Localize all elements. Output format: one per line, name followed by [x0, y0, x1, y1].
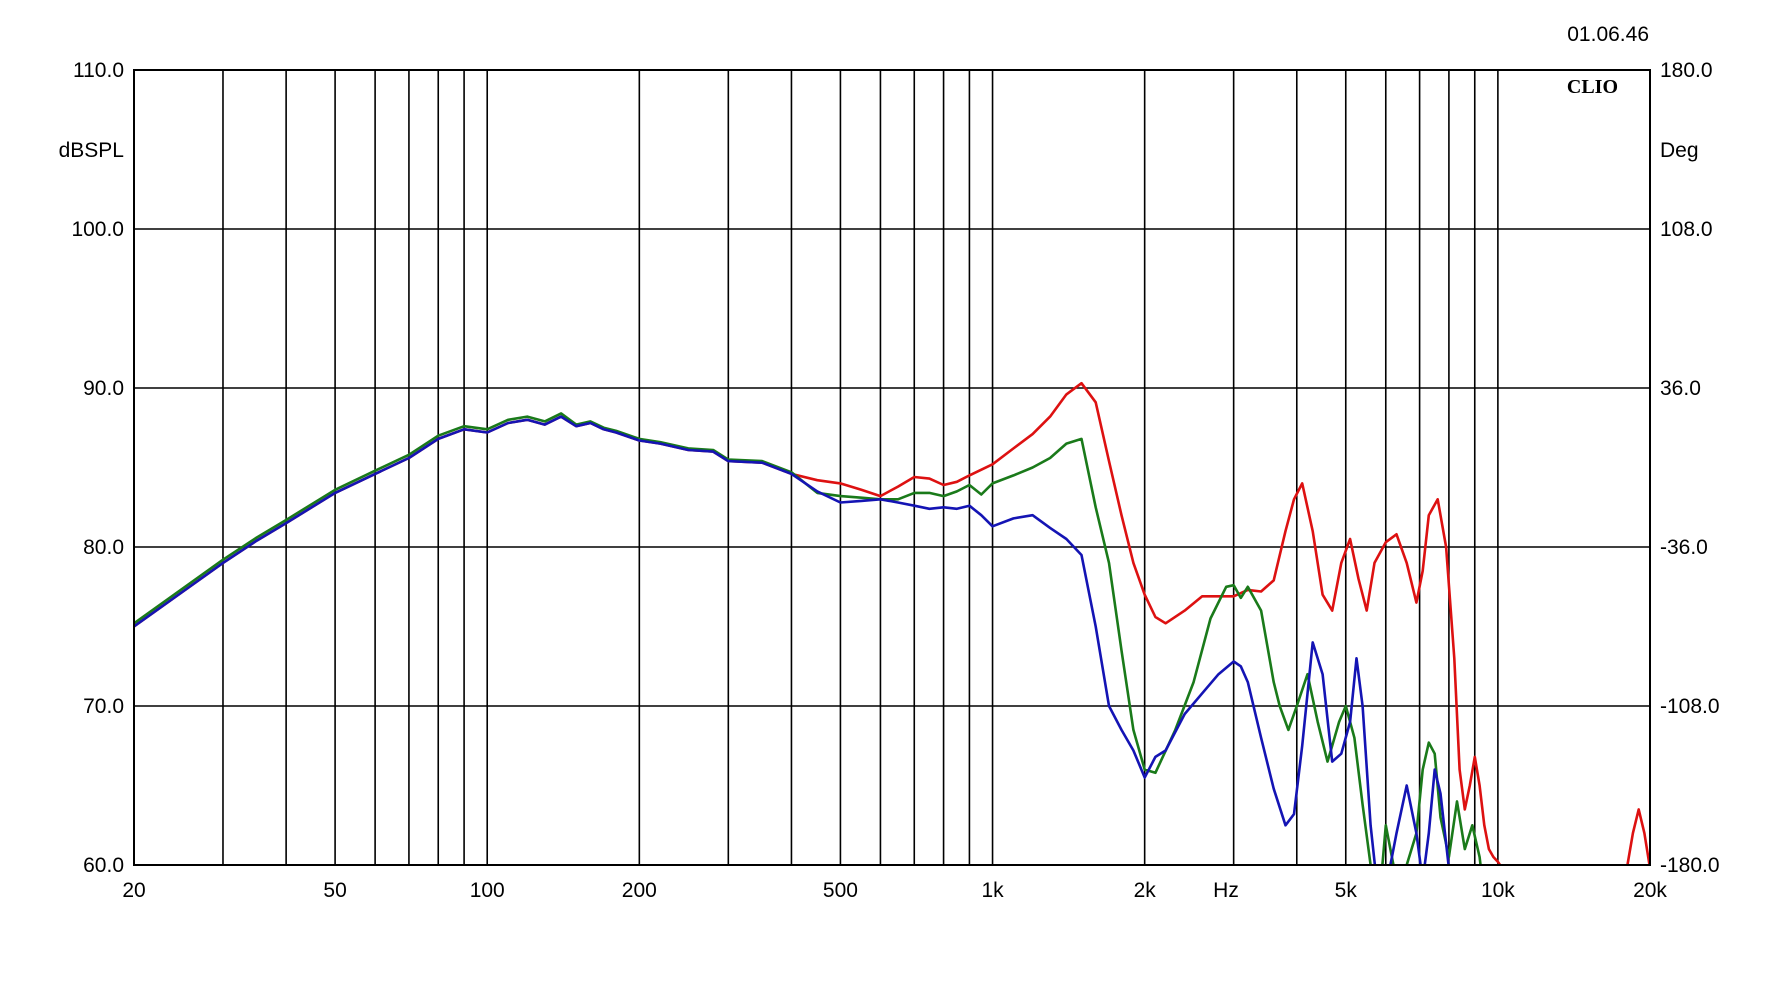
- x-tick-label: 2k: [1134, 879, 1157, 902]
- y-axis-label: dBSPL: [59, 139, 124, 162]
- y2-tick-labels: 180.0 108.0 36.0 -36.0 -108.0 -180.0: [1660, 59, 1720, 877]
- blue-response-curve: [134, 415, 1450, 865]
- timestamp: 01.06.46: [1567, 23, 1649, 46]
- y-tick-label: 60.0: [83, 854, 124, 877]
- y2-tick-label: 108.0: [1660, 218, 1713, 241]
- y2-tick-label: 36.0: [1660, 377, 1701, 400]
- x-tick-label: 20: [122, 879, 145, 902]
- x-tick-label: 200: [622, 879, 657, 902]
- y2-tick-label: 180.0: [1660, 59, 1713, 82]
- y-tick-label: 80.0: [83, 536, 124, 559]
- y-tick-label: 110.0: [73, 59, 124, 82]
- y-tick-label: 70.0: [83, 695, 124, 718]
- plot-frame: [133, 69, 1651, 866]
- y2-tick-label: -180.0: [1660, 854, 1720, 877]
- x-tick-label: 500: [823, 879, 858, 902]
- y2-axis-label: Deg: [1660, 139, 1699, 162]
- y2-tick-label: -36.0: [1660, 536, 1708, 559]
- y-tick-labels: 110.0 100.0 90.0 80.0 70.0 60.0: [71, 59, 124, 877]
- x-axis-label: Hz: [1213, 879, 1239, 902]
- x-tick-label: 20k: [1633, 879, 1667, 902]
- y-tick-label: 100.0: [71, 218, 124, 241]
- x-tick-labels: 20 50 100 200 500 1k 2k 5k 10k 20k: [122, 879, 1667, 902]
- clio-logo: CLIO: [1567, 76, 1618, 98]
- x-tick-label: 50: [323, 879, 346, 902]
- x-tick-label: 100: [470, 879, 505, 902]
- plot-curves: [134, 381, 1650, 865]
- green-response-curve: [134, 412, 1482, 865]
- x-tick-label: 1k: [981, 879, 1004, 902]
- x-tick-label: 5k: [1335, 879, 1358, 902]
- x-tick-label: 10k: [1481, 879, 1515, 902]
- y2-tick-label: -108.0: [1660, 695, 1720, 718]
- y-tick-label: 90.0: [83, 377, 124, 400]
